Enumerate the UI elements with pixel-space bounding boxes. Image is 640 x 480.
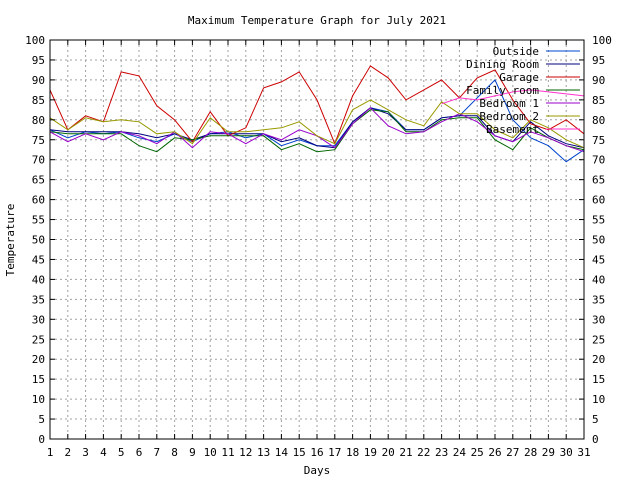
y-tick-label-right: 30 [592,313,605,326]
x-tick-label: 4 [100,446,107,459]
y-tick-label-right: 20 [592,353,605,366]
series-line-family-room [49,109,585,153]
y-tick-label: 25 [32,333,45,346]
y-tick-label-right: 5 [592,413,599,426]
grid-layer [50,40,584,439]
x-tick-label: 12 [239,446,252,459]
x-tick-label: 5 [118,446,125,459]
y-tick-label: 15 [32,373,45,386]
x-tick-label: 23 [435,446,448,459]
x-tick-label: 6 [136,446,143,459]
x-tick-label: 9 [189,446,196,459]
legend-label-bedroom-1: Bedroom 1 [479,97,539,110]
x-tick-label: 27 [506,446,519,459]
y-tick-label: 55 [32,214,45,227]
x-tick-label: 28 [524,446,537,459]
x-tick-label: 10 [204,446,217,459]
x-tick-label: 3 [82,446,89,459]
y-axis-label: Temperature [4,204,17,277]
y-tick-label-right: 0 [592,433,599,446]
y-tick-label-right: 10 [592,393,605,406]
y-tick-label: 10 [32,393,45,406]
y-tick-label-right: 70 [592,154,605,167]
x-tick-label: 20 [382,446,395,459]
y-tick-label-right: 15 [592,373,605,386]
x-tick-label: 31 [577,446,590,459]
x-tick-label: 14 [275,446,289,459]
x-tick-label: 26 [488,446,501,459]
legend-label-family-room: Family room [466,84,539,97]
y-tick-label: 95 [32,54,45,67]
x-tick-label: 13 [257,446,270,459]
y-tick-label: 70 [32,154,45,167]
x-tick-label: 22 [417,446,430,459]
series-line-garage [49,65,585,146]
y-tick-label: 30 [32,313,45,326]
y-tick-label: 75 [32,134,45,147]
y-tick-label-right: 85 [592,94,605,107]
y-tick-label-right: 75 [592,134,605,147]
x-tick-label: 7 [153,446,160,459]
legend-label-dining-room: Dining Room [466,58,539,71]
y-tick-label-right: 40 [592,273,605,286]
y-tick-label: 100 [25,34,45,47]
x-tick-label: 11 [221,446,234,459]
chart-title: Maximum Temperature Graph for July 2021 [188,14,446,27]
x-tick-label: 2 [64,446,71,459]
y-tick-label-right: 25 [592,333,605,346]
y-tick-label-right: 35 [592,293,605,306]
y-tick-label: 90 [32,74,45,87]
y-tick-label-right: 45 [592,253,605,266]
y-tick-label-right: 90 [592,74,605,87]
series-line-basement [441,89,585,105]
x-tick-label: 24 [453,446,467,459]
y-tick-label: 0 [38,433,45,446]
y-tick-label: 50 [32,234,45,247]
y-tick-label: 5 [38,413,45,426]
legend-label-bedroom-2: Bedroom 2 [479,110,539,123]
y-tick-label-right: 50 [592,234,605,247]
y-tick-label: 20 [32,353,45,366]
y-tick-label: 65 [32,174,45,187]
x-tick-label: 18 [346,446,359,459]
x-tick-label: 16 [310,446,323,459]
x-tick-label: 21 [399,446,412,459]
legend-label-garage: Garage [499,71,539,84]
x-tick-label: 25 [471,446,484,459]
y-tick-label: 35 [32,293,45,306]
y-tick-label: 80 [32,114,45,127]
y-tick-label: 40 [32,273,45,286]
x-tick-label: 19 [364,446,377,459]
x-tick-label: 29 [542,446,555,459]
x-tick-label: 8 [171,446,178,459]
y-tick-label-right: 100 [592,34,612,47]
y-tick-label: 85 [32,94,45,107]
x-axis-label: Days [304,464,331,477]
y-tick-label-right: 95 [592,54,605,67]
y-tick-label-right: 80 [592,114,605,127]
x-tick-label: 17 [328,446,341,459]
y-tick-label-right: 60 [592,194,605,207]
y-tick-label-right: 65 [592,174,605,187]
x-tick-label: 1 [47,446,54,459]
y-tick-label: 60 [32,194,45,207]
x-tick-label: 15 [293,446,306,459]
y-tick-label: 45 [32,253,45,266]
x-tick-label: 30 [560,446,573,459]
series-layer [49,65,585,163]
y-tick-label-right: 55 [592,214,605,227]
legend-label-basement: Basement [486,123,539,136]
series-line-bedroom-2 [49,99,585,149]
legend-label-outside: Outside [493,45,539,58]
